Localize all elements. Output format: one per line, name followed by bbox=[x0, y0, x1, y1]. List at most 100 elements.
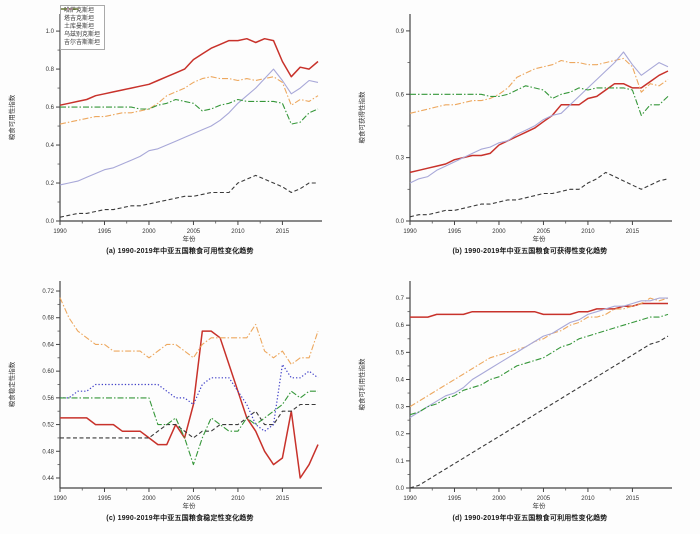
chart-caption-b: (b) 1990-2019年中亚五国粮食可获得性变化趋势 bbox=[452, 248, 608, 255]
y-tick-label: 0.52 bbox=[42, 423, 54, 429]
x-tick-label: 2010 bbox=[231, 496, 245, 502]
x-axis-label: 年份 bbox=[533, 501, 547, 510]
legend-label: 乌兹别克斯坦 bbox=[64, 32, 101, 38]
series-line bbox=[59, 174, 318, 218]
legend-item: 土库曼斯坦 bbox=[61, 8, 100, 31]
legend-item: 吉尔吉斯斯坦 bbox=[61, 8, 101, 47]
series-line bbox=[59, 76, 319, 125]
y-tick-label: 1.0 bbox=[46, 29, 55, 35]
chart-caption-c: (c) 1990-2019年中亚五国粮食稳定性变化趋势 bbox=[106, 515, 254, 522]
series-line bbox=[59, 68, 319, 186]
series-line bbox=[60, 330, 319, 479]
y-tick-label: 0.6 bbox=[46, 105, 55, 111]
series-line bbox=[409, 297, 668, 418]
x-tick-label: 2005 bbox=[537, 229, 551, 235]
chart-panel-a: 0.0 0.2 0.4 0.6 0.8 1.0 1990 1995 2000 2005 2010 20… bbox=[0, 0, 350, 267]
x-tick-label: 2000 bbox=[142, 496, 156, 502]
y-tick-label: 0.0 bbox=[396, 219, 405, 225]
y-tick-label: 0.8 bbox=[46, 67, 55, 73]
x-axis-label: 年份 bbox=[183, 501, 197, 510]
y-tick-label: 0.2 bbox=[396, 432, 405, 438]
legend-label: 土库曼斯坦 bbox=[64, 24, 95, 30]
y-tick-label: 0.56 bbox=[42, 396, 54, 402]
x-tick-label: 2015 bbox=[626, 229, 640, 235]
x-tick-label: 2000 bbox=[492, 496, 506, 502]
y-axis-label: 粮食稳定性指数 bbox=[7, 361, 16, 407]
legend-item: 塔吉克斯坦 bbox=[61, 8, 100, 23]
y-tick-label: 0.1 bbox=[396, 459, 405, 465]
x-axis-label: 年份 bbox=[533, 234, 547, 243]
series-line bbox=[410, 302, 668, 318]
y-axis-label: 粮食可获得性指数 bbox=[357, 91, 366, 144]
chart-panel-d: 0.0 0.1 0.2 0.3 0.4 0.5 0.6 0.7 1990 1995 2000 2005… bbox=[350, 267, 700, 534]
series-line bbox=[409, 335, 669, 489]
x-tick-label: 1990 bbox=[403, 496, 417, 502]
series-line bbox=[409, 70, 669, 174]
y-tick-label: 0.3 bbox=[396, 156, 405, 162]
y-tick-label: 0.5 bbox=[396, 350, 405, 356]
y-tick-label: 0.3 bbox=[396, 405, 405, 411]
series-line bbox=[60, 98, 319, 125]
series-line bbox=[60, 363, 319, 432]
y-tick-label: 0.68 bbox=[42, 316, 54, 322]
x-tick-label: 2010 bbox=[581, 229, 595, 235]
y-tick-label: 0.4 bbox=[46, 143, 55, 149]
legend-line-sample bbox=[61, 8, 79, 10]
y-tick-label: 0.7 bbox=[396, 296, 405, 302]
chart-panel-c: 0.44 0.48 0.52 0.56 0.60 0.64 0.68 0.72 1990 1995… bbox=[0, 267, 350, 534]
x-tick-label: 2010 bbox=[231, 229, 245, 235]
y-tick-label: 0.0 bbox=[46, 219, 55, 225]
y-tick-label: 0.44 bbox=[42, 476, 54, 482]
x-tick-label: 1995 bbox=[448, 229, 462, 235]
y-tick-label: 0.6 bbox=[396, 323, 405, 329]
x-tick-label: 2010 bbox=[581, 496, 595, 502]
x-tick-label: 1990 bbox=[53, 229, 67, 235]
x-tick-label: 2015 bbox=[626, 496, 640, 502]
series-line bbox=[409, 313, 669, 416]
x-tick-label: 2015 bbox=[276, 496, 290, 502]
y-tick-label: 0.4 bbox=[396, 377, 405, 383]
series-line bbox=[59, 297, 319, 366]
y-tick-label: 0.6 bbox=[396, 92, 405, 98]
series-line bbox=[409, 57, 669, 114]
line-chart-utilization: 0.0 0.1 0.2 0.3 0.4 0.5 0.6 0.7 1990 1995 2000 2005… bbox=[357, 281, 672, 510]
chart-caption-a: (a) 1990-2019年中亚五国粮食可用性变化趋势 bbox=[106, 248, 254, 255]
chart-panel-b: 0.0 0.3 0.6 0.9 1990 1995 2000 2005 2010 2015 粮食可获… bbox=[350, 0, 700, 267]
line-chart-availability: 0.0 0.2 0.4 0.6 0.8 1.0 1990 1995 2000 2005 2010 20… bbox=[7, 14, 322, 243]
series-line bbox=[409, 171, 669, 218]
legend-label: 哈萨克斯坦 bbox=[64, 8, 95, 14]
x-tick-label: 1995 bbox=[98, 496, 112, 502]
x-tick-label: 1990 bbox=[403, 229, 417, 235]
x-tick-label: 1995 bbox=[98, 229, 112, 235]
x-tick-label: 2000 bbox=[492, 229, 506, 235]
line-chart-stability: 0.44 0.48 0.52 0.56 0.60 0.64 0.68 0.72 1990 1995… bbox=[7, 281, 322, 510]
y-tick-label: 0.48 bbox=[42, 449, 54, 455]
legend-label: 吉尔吉斯斯坦 bbox=[64, 40, 101, 46]
x-axis-label: 年份 bbox=[183, 234, 197, 243]
y-tick-label: 0.9 bbox=[396, 29, 405, 35]
x-tick-label: 1995 bbox=[448, 496, 462, 502]
series-line bbox=[410, 85, 669, 116]
y-tick-label: 0.0 bbox=[396, 486, 405, 492]
line-chart-access: 0.0 0.3 0.6 0.9 1990 1995 2000 2005 2010 2015 粮食可获… bbox=[357, 14, 672, 243]
series-line bbox=[409, 51, 669, 184]
x-tick-label: 2005 bbox=[537, 496, 551, 502]
chart-legend: 哈萨克斯坦塔吉克斯坦土库曼斯坦乌兹别克斯坦 吉尔吉斯斯坦 bbox=[60, 5, 106, 50]
series-line bbox=[59, 37, 319, 106]
y-tick-label: 0.64 bbox=[42, 342, 54, 348]
legend-item: 乌兹别克斯坦 bbox=[61, 8, 101, 39]
y-axis-label: 粮食可用性指数 bbox=[7, 94, 16, 140]
y-tick-label: 0.2 bbox=[46, 181, 55, 187]
y-axis-label: 粮食可利用性指数 bbox=[357, 358, 366, 411]
y-tick-label: 0.60 bbox=[42, 369, 54, 375]
x-tick-label: 1990 bbox=[53, 496, 67, 502]
chart-caption-d: (d) 1990-2019年中亚五国粮食可利用性变化趋势 bbox=[452, 515, 608, 522]
legend-label: 塔吉克斯坦 bbox=[64, 16, 95, 22]
series-line bbox=[60, 403, 318, 439]
series-line bbox=[409, 297, 669, 408]
y-tick-label: 0.72 bbox=[42, 289, 54, 295]
x-tick-label: 2005 bbox=[187, 496, 201, 502]
x-tick-label: 2005 bbox=[187, 229, 201, 235]
series-line bbox=[60, 390, 318, 466]
